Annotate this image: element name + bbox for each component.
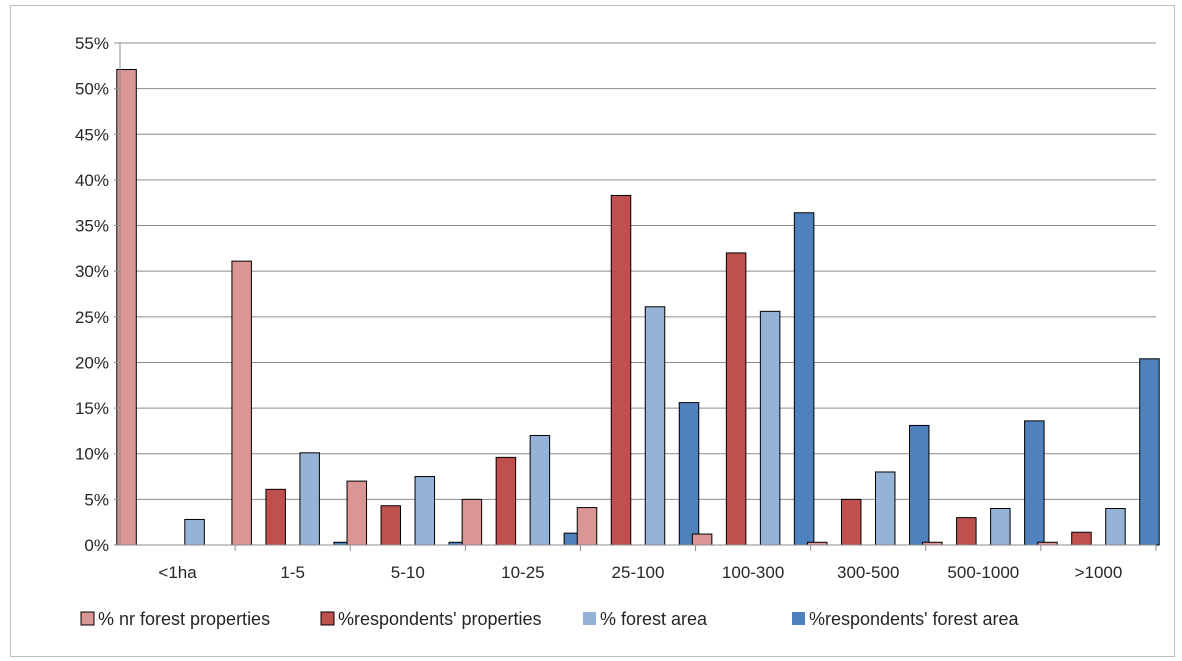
legend-label: % forest area	[600, 609, 708, 629]
bar-3	[299, 452, 320, 546]
bar-3	[874, 471, 896, 546]
axes: 0% 5% 10% 15% 20% 25% 30% 35% 40% 45% 50% 55% <1ha 1-…	[75, 34, 1157, 582]
bar-1	[346, 480, 368, 546]
bar-2	[610, 194, 632, 546]
bar-3	[414, 476, 436, 546]
bar-1	[691, 533, 713, 546]
bar-4	[793, 212, 815, 546]
bar-2	[495, 456, 517, 546]
bar-4	[1139, 358, 1160, 546]
bar-1	[461, 498, 483, 546]
legend-label: % nr forest properties	[98, 609, 270, 629]
bar-3	[759, 310, 781, 546]
y-tick-label: 25%	[75, 308, 109, 327]
x-tick-label: <1ha	[158, 563, 197, 582]
y-tick-label: 40%	[75, 171, 109, 190]
y-tick-label: 35%	[75, 217, 109, 236]
bar-1	[576, 507, 598, 546]
legend-item: %respondents' properties	[320, 609, 542, 629]
bar-4	[678, 402, 700, 546]
legend-item: %respondents' forest area	[792, 609, 1020, 629]
x-tick-label: 25-100	[612, 563, 665, 582]
bar-4	[908, 424, 930, 546]
bar-2	[1071, 531, 1092, 546]
x-tick-label: >1000	[1075, 563, 1123, 582]
legend-item: % nr forest properties	[80, 609, 270, 629]
x-tick-label: 300-500	[837, 563, 899, 582]
legend-label: %respondents' forest area	[809, 609, 1020, 629]
y-tick-label: 5%	[84, 490, 109, 509]
y-tick-label: 20%	[75, 353, 109, 372]
y-tick-label: 55%	[75, 34, 109, 53]
bar-3	[1105, 507, 1126, 546]
bar-3	[644, 306, 666, 546]
bar-4	[1024, 420, 1045, 546]
x-tick-label: 5-10	[391, 563, 425, 582]
bars	[116, 68, 1160, 546]
bar-2	[725, 252, 747, 546]
bar-2	[380, 505, 402, 546]
legend-swatch	[583, 612, 596, 625]
bar-2	[840, 498, 862, 546]
y-tick-label: 10%	[75, 445, 109, 464]
y-tick-label: 50%	[75, 80, 109, 99]
bar-3	[184, 518, 205, 546]
x-tick-label: 100-300	[722, 563, 784, 582]
bar-2	[265, 488, 286, 546]
x-tick-label: 10-25	[501, 563, 544, 582]
bar-1	[231, 260, 252, 546]
x-tick-label: 500-1000	[947, 563, 1019, 582]
y-tick-label: 45%	[75, 125, 109, 144]
legend-swatch	[792, 612, 805, 625]
bar-3	[990, 507, 1011, 546]
y-tick-label: 30%	[75, 262, 109, 281]
chart-area: 0% 5% 10% 15% 20% 25% 30% 35% 40% 45% 50% 55% <1ha 1-…	[10, 5, 1175, 657]
gridlines	[120, 42, 1156, 500]
bar-3	[529, 434, 551, 546]
legend: % nr forest properties %respondents' prop…	[80, 609, 1020, 629]
bar-2	[956, 517, 977, 546]
chart-svg: 0% 5% 10% 15% 20% 25% 30% 35% 40% 45% 50% 55% <1ha 1-…	[75, 34, 1160, 629]
y-tick-label: 15%	[75, 399, 109, 418]
legend-label: %respondents' properties	[338, 609, 542, 629]
legend-item: % forest area	[583, 609, 708, 629]
x-tick-label: 1-5	[280, 563, 305, 582]
legend-swatch	[80, 611, 95, 626]
legend-swatch	[320, 611, 335, 626]
y-tick-label: 0%	[84, 536, 109, 555]
